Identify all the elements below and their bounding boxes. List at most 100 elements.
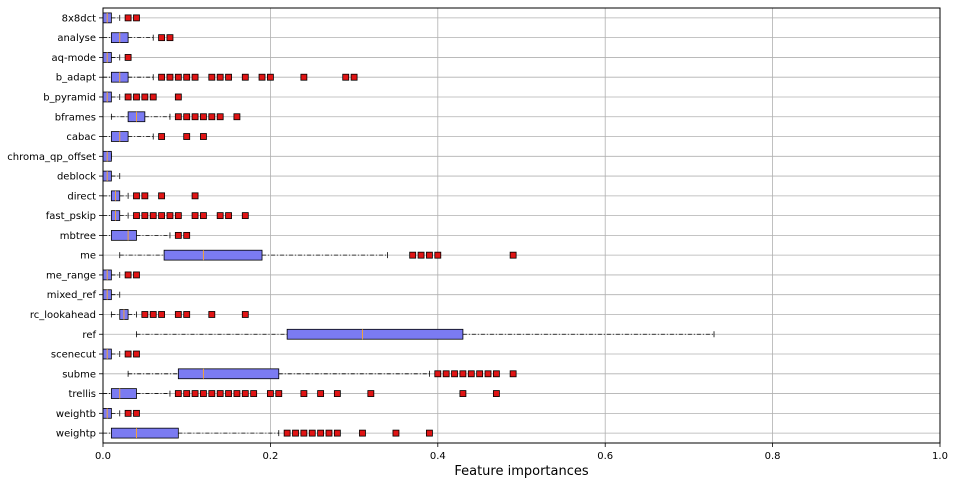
x-tick-label: 0.2 <box>262 451 278 462</box>
outlier-point <box>124 93 132 101</box>
x-tick-label: 0.8 <box>765 451 781 462</box>
outlier-point <box>191 390 199 397</box>
outlier-point <box>149 212 157 220</box>
outlier-point <box>133 192 140 200</box>
box-rc_lookahead <box>110 309 249 320</box>
outlier-point <box>409 251 417 259</box>
box-chroma_qp_offset <box>102 150 112 162</box>
outlier-point <box>258 73 266 81</box>
y-tick-label: mixed_ref <box>47 290 97 301</box>
outlier-point <box>166 73 174 81</box>
outlier-point <box>191 192 199 200</box>
outlier-point <box>241 311 249 318</box>
outlier-point <box>292 429 299 437</box>
outlier-point <box>484 370 492 378</box>
outlier-point <box>241 212 249 220</box>
y-tick-label: me_range <box>46 270 96 281</box>
box-ref <box>136 328 715 340</box>
outlier-point <box>174 311 182 318</box>
box-bframes <box>110 111 241 123</box>
outlier-point <box>225 390 232 397</box>
box-subme <box>127 368 517 380</box>
outlier-point <box>417 251 425 259</box>
outlier-point <box>509 251 517 259</box>
outlier-point <box>158 311 165 318</box>
outlier-point <box>241 73 249 81</box>
outlier-point <box>208 73 216 81</box>
outlier-point <box>141 311 149 318</box>
outlier-point <box>208 113 216 121</box>
outlier-point <box>426 429 433 437</box>
y-tick-label: me <box>80 251 96 262</box>
x-axis-label: Feature importances <box>454 464 589 479</box>
box-direct <box>102 190 199 202</box>
outlier-point <box>459 390 467 397</box>
box-rect <box>163 249 263 261</box>
outlier-point <box>266 390 274 397</box>
outlier-point <box>342 73 350 81</box>
outlier-point <box>308 429 316 437</box>
box-scenecut <box>102 348 140 360</box>
outlier-point <box>216 73 224 81</box>
outlier-point <box>492 390 500 397</box>
outlier-point <box>141 212 149 220</box>
outlier-point <box>133 14 140 22</box>
outlier-point <box>225 212 232 220</box>
outlier-point <box>300 429 308 437</box>
outlier-point <box>149 311 157 318</box>
y-tick-label: trellis <box>68 389 96 400</box>
outlier-point <box>283 429 291 437</box>
outlier-point <box>233 390 241 397</box>
box-me_range <box>102 269 140 281</box>
box-rect <box>110 388 137 399</box>
outlier-point <box>191 113 199 121</box>
axes-frame <box>102 7 941 444</box>
outlier-point <box>174 93 182 101</box>
outlier-point <box>225 73 232 81</box>
box-rect <box>286 328 464 340</box>
outlier-point <box>325 429 333 437</box>
outlier-point <box>492 370 500 378</box>
outlier-point <box>208 390 216 397</box>
outlier-point <box>183 231 191 239</box>
box-rect <box>177 368 280 380</box>
outlier-point <box>133 271 140 279</box>
outlier-point <box>191 212 199 220</box>
box-fast_pskip <box>102 210 249 221</box>
box-me <box>119 249 517 261</box>
outlier-point <box>133 212 140 220</box>
outlier-point <box>426 251 433 259</box>
outlier-point <box>174 73 182 81</box>
outlier-point <box>300 73 308 81</box>
y-tick-label: b_pyramid <box>43 92 96 103</box>
outlier-point <box>451 370 458 378</box>
outlier-point <box>174 231 182 239</box>
outlier-point <box>183 311 191 318</box>
outlier-point <box>317 429 325 437</box>
y-tick-label: bframes <box>55 112 96 123</box>
outlier-point <box>333 390 341 397</box>
box-b_adapt <box>102 71 358 83</box>
outlier-point <box>183 73 191 81</box>
outlier-point <box>158 133 165 140</box>
y-tick-label: aq-mode <box>52 53 96 64</box>
y-tick-label: subme <box>62 369 96 380</box>
box-rect <box>110 230 137 241</box>
outlier-point <box>459 370 467 378</box>
outlier-point <box>191 73 199 81</box>
box-rect <box>110 427 179 439</box>
outlier-point <box>158 34 165 42</box>
outlier-point <box>392 429 400 437</box>
x-tick-label: 1.0 <box>932 451 948 462</box>
outlier-point <box>133 409 140 417</box>
outlier-point <box>124 54 132 61</box>
outlier-point <box>124 271 132 279</box>
outlier-point <box>216 212 224 220</box>
y-tick-label: direct <box>67 191 96 202</box>
y-tick-label: ref <box>82 330 96 341</box>
outlier-point <box>124 409 132 417</box>
outlier-point <box>333 429 341 437</box>
outlier-point <box>350 73 358 81</box>
